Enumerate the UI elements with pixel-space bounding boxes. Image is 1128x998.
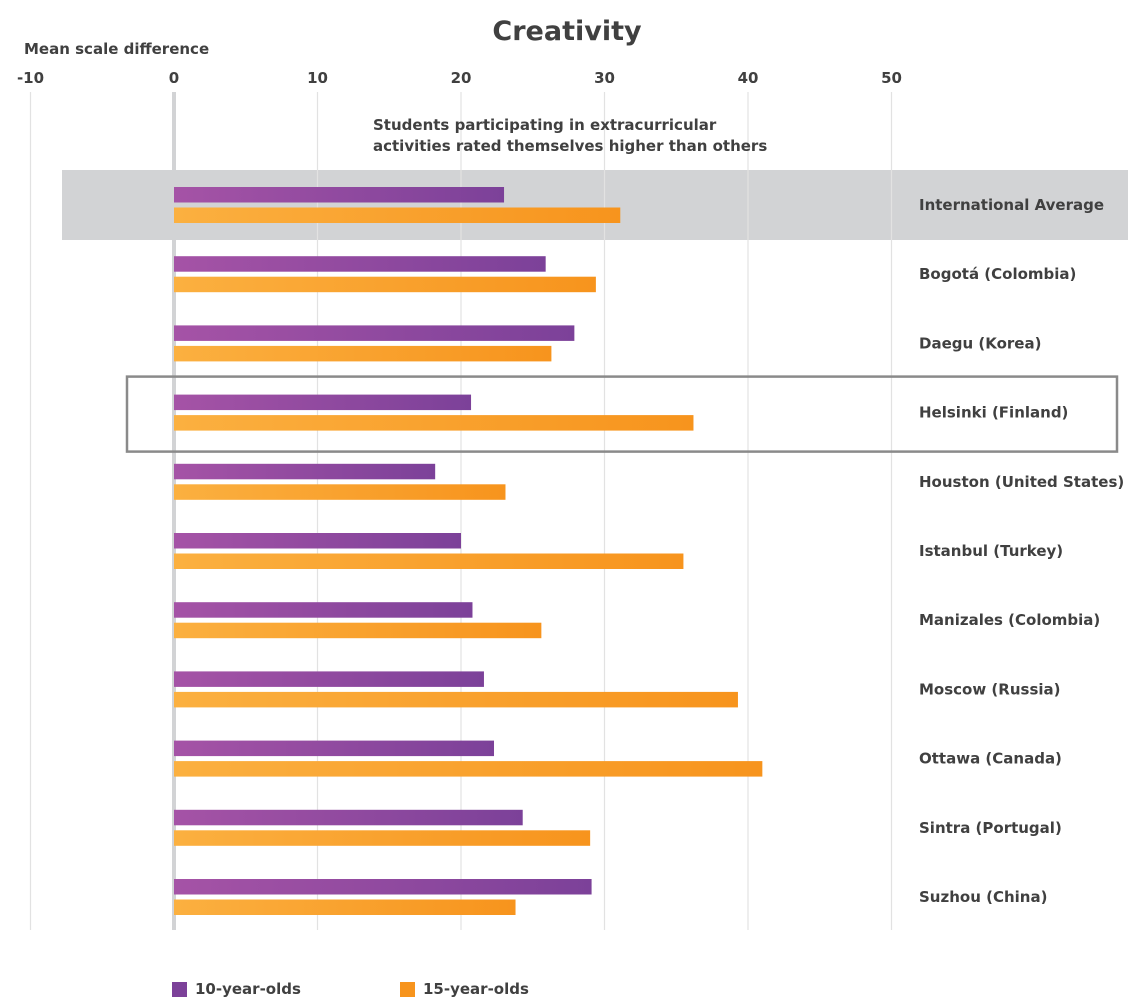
- category-label: Sintra (Portugal): [919, 819, 1062, 837]
- x-axis-label: Mean scale difference: [24, 40, 209, 58]
- bar-10-year-olds: [174, 602, 473, 618]
- x-tick-label: 20: [451, 69, 472, 87]
- annotation-line-2: activities rated themselves higher than …: [373, 137, 767, 155]
- bar-10-year-olds: [174, 740, 495, 757]
- bar-10-year-olds: [174, 809, 523, 826]
- bar-10-year-olds: [174, 256, 546, 272]
- category-label: Bogotá (Colombia): [919, 265, 1076, 283]
- bar-10-year-olds: [174, 463, 436, 480]
- bar-10-year-olds: [174, 187, 505, 203]
- bar-15-year-olds: [174, 415, 694, 431]
- bar-10-year-olds: [174, 671, 484, 687]
- bar-10-year-olds: [174, 394, 472, 411]
- bar-10-year-olds: [174, 325, 575, 341]
- bar-15-year-olds: [174, 691, 738, 708]
- bar-chart: -10 0 10 20 30 40 50 International Average Bogot…: [17, 16, 1128, 930]
- bar-15-year-olds: [174, 830, 591, 846]
- bar-15-year-olds: [174, 207, 621, 223]
- category-label: Helsinki (Finland): [919, 404, 1068, 422]
- category-label: Houston (United States): [919, 473, 1124, 491]
- legend: 10-year-olds 15-year-olds: [0, 980, 1128, 998]
- x-tick-label: 40: [738, 69, 759, 87]
- legend-label: 15-year-olds: [423, 980, 529, 998]
- category-label: Daegu (Korea): [919, 334, 1041, 352]
- legend-swatch-orange: [400, 981, 415, 997]
- bar-15-year-olds: [174, 553, 684, 569]
- bar-10-year-olds: [174, 533, 461, 549]
- legend-swatch-purple: [172, 981, 187, 997]
- annotation-line-1: Students participating in extracurricula…: [373, 116, 717, 134]
- legend-label: 10-year-olds: [195, 980, 301, 998]
- x-tick-label: 50: [881, 69, 902, 87]
- category-label: Moscow (Russia): [919, 680, 1061, 698]
- x-tick-label: 10: [307, 69, 328, 87]
- bar-15-year-olds: [174, 276, 596, 293]
- bar-15-year-olds: [174, 484, 506, 500]
- chart-title: Creativity: [492, 16, 642, 47]
- bar-15-year-olds: [174, 761, 763, 777]
- x-tick-label: 30: [594, 69, 615, 87]
- category-label: Istanbul (Turkey): [919, 542, 1063, 560]
- bar-15-year-olds: [174, 622, 542, 639]
- category-label: Manizales (Colombia): [919, 611, 1100, 629]
- bar-15-year-olds: [174, 899, 516, 915]
- shaded-band: [62, 170, 1128, 240]
- bar-15-year-olds: [174, 345, 552, 362]
- x-tick-label: 0: [169, 69, 179, 87]
- legend-item-15-year-olds: 15-year-olds: [400, 980, 529, 998]
- category-label: Ottawa (Canada): [919, 750, 1062, 768]
- category-label: Suzhou (China): [919, 888, 1047, 906]
- x-tick-label: -10: [17, 69, 44, 87]
- bar-10-year-olds: [174, 879, 592, 895]
- category-label: International Average: [919, 196, 1104, 214]
- highlight-box: [125, 375, 1119, 453]
- legend-item-10-year-olds: 10-year-olds: [172, 980, 301, 998]
